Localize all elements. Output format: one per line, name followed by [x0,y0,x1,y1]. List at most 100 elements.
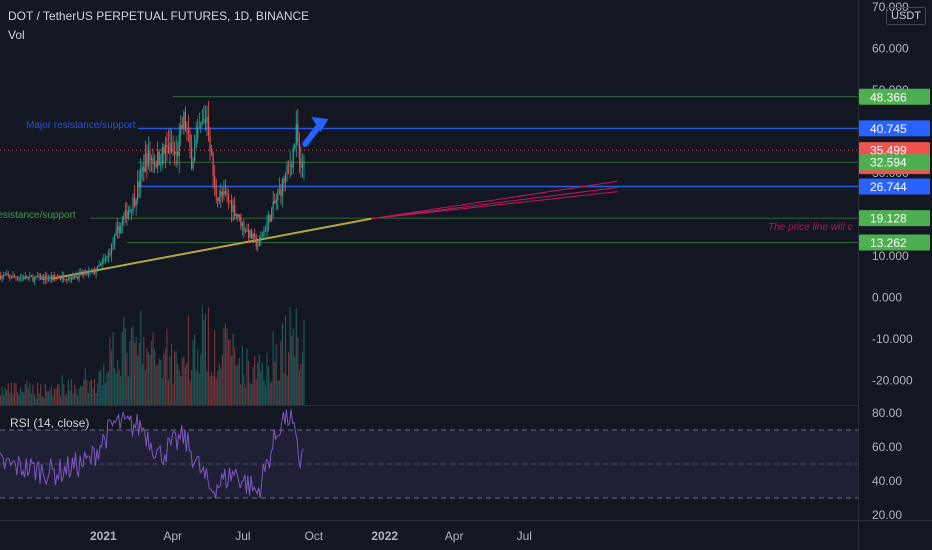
volume-bar [186,363,188,405]
volume-bar [58,384,60,405]
candle-body [243,222,245,232]
candle-body [301,164,304,168]
candle-body [100,263,102,266]
volume-bar [220,368,222,405]
annotation-price-line[interactable]: The price line will c [768,222,853,233]
candle-body [124,209,126,217]
volume-bar [9,393,11,405]
candle-body [247,229,250,238]
volume-bar [161,378,163,405]
volume-bar [177,363,179,405]
volume-bar [197,349,199,405]
volume-bar [221,354,223,405]
candle-body [118,226,120,234]
volume-bar [280,341,282,405]
candle-body [146,153,148,167]
volume-bar [217,370,219,405]
volume-bar [12,393,14,405]
candle-body [152,158,154,165]
candle-body [203,119,205,122]
candle-body [218,197,220,202]
volume-bar [284,315,287,405]
candle-body [186,130,188,132]
candle-body [92,269,94,272]
rsi-line [0,409,304,499]
candle-body [263,230,265,237]
candle-body [201,121,203,123]
volume-bar [274,362,276,405]
volume-bar [13,383,16,405]
price-tick-label: 10.000 [872,249,909,263]
candle-body [220,191,222,198]
candle-body [291,165,293,168]
volume-bar [263,379,265,405]
candle-body [147,149,150,167]
candle-body [132,197,134,211]
time-tick-label: 2022 [371,529,398,543]
price-label-box-4 [859,178,930,195]
candle-body [26,276,28,279]
candle-body [47,278,49,280]
candle-body [98,265,100,267]
candle-body [140,169,142,187]
volume-bar [21,391,23,405]
candle-body [169,142,171,154]
candle-body [204,119,207,123]
candle-body [104,258,106,261]
candle-body [284,173,287,183]
candle-body [212,153,214,177]
candle-body [210,151,213,154]
volume-bar [141,364,143,405]
candle-body [35,276,37,278]
time-tick-label: Apr [445,529,464,543]
candle-body [287,164,290,166]
rsi-tick-label: 80.00 [872,406,902,420]
candle-body [277,192,279,200]
candle-body [278,189,280,193]
volume-bar [7,383,9,405]
volume-bar [300,364,302,405]
volume-bar [192,339,194,405]
candle-body [126,209,128,219]
volume-bar [69,389,71,405]
candle-body [257,246,259,248]
rsi-indicator-label[interactable]: RSI (14, close) [10,416,90,430]
candle-body [271,209,273,222]
volume-bar [198,373,200,405]
volume-bar [214,330,216,405]
price-tick-label: -10.000 [872,332,913,346]
volume-bar [181,358,183,405]
candle-body [221,191,223,196]
annotation-major-resistance[interactable]: Major resistance/support [26,120,136,131]
candle-body [295,123,297,146]
volume-bar [154,349,156,405]
time-tick-label: Oct [304,529,323,543]
volume-bar [132,326,134,405]
volume-bar [18,394,20,405]
candle-body [58,277,60,279]
volume-bar [232,334,234,405]
candle-body [43,276,45,281]
volume-bar [83,379,85,405]
annotation-resistance-support[interactable]: resistance/support [0,210,76,221]
time-tick-label: Jul [235,529,250,543]
volume-bar [172,383,174,405]
volume-bar [118,369,120,405]
volume-bar [175,351,177,405]
candle-body [232,205,234,212]
symbol-title[interactable]: DOT / TetherUS PERPETUAL FUTURES, 1D, BI… [8,9,310,23]
candle-body [89,270,91,272]
volume-bar [251,383,253,405]
volume-bar [246,348,248,405]
candle-body [120,225,122,234]
candle-body [44,275,46,281]
candle-body [103,260,105,262]
currency-button[interactable]: USDT [886,7,926,25]
volume-indicator-label[interactable]: Vol [8,28,25,42]
volume-bar [258,354,260,405]
volume-bar [271,381,273,405]
volume-bar [278,380,280,405]
volume-bar [301,352,304,405]
volume-bar [64,395,66,405]
